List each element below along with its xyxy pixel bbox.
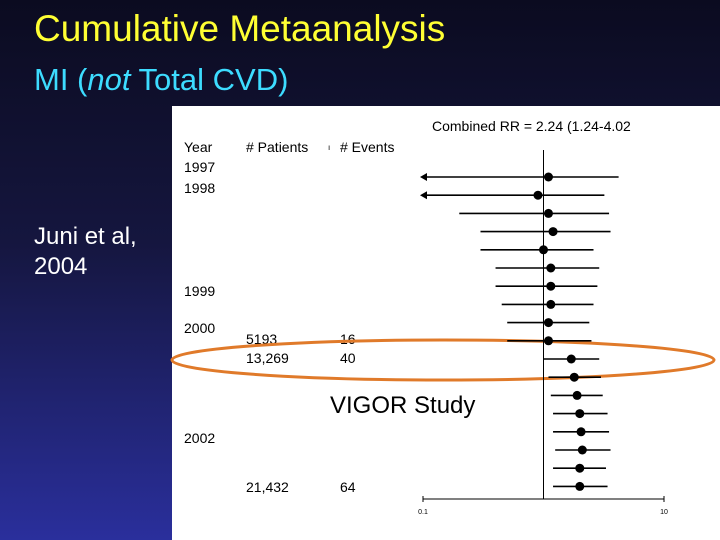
- point-estimate: [543, 336, 553, 346]
- point-estimate: [543, 208, 553, 218]
- point-estimate: [575, 481, 585, 491]
- year-label: 2002: [184, 430, 216, 446]
- patients-value: 5193: [246, 331, 278, 347]
- events-value: 40: [340, 350, 356, 366]
- subtitle-suffix: Total CVD): [130, 62, 289, 97]
- truncation-arrow: [420, 173, 427, 181]
- header-separator: ı: [328, 143, 331, 152]
- x-tick-label: 0.1: [418, 509, 428, 516]
- x-tick-label: 10: [660, 509, 668, 516]
- point-estimate: [575, 409, 585, 419]
- patients-header: # Patients: [246, 139, 309, 155]
- vigor-study-label: VIGOR Study: [330, 392, 476, 419]
- citation-year: 2004: [34, 253, 88, 280]
- truncation-arrow: [420, 191, 427, 200]
- slide-subtitle: MI (not Total CVD): [34, 62, 288, 98]
- year-header: Year: [184, 139, 213, 155]
- point-estimate: [576, 427, 586, 437]
- year-label: 1997: [184, 159, 216, 175]
- point-estimate: [543, 172, 553, 182]
- point-estimate: [546, 281, 556, 291]
- year-label: 1999: [184, 283, 216, 299]
- events-header: # Events: [340, 139, 395, 155]
- point-estimate: [572, 390, 582, 400]
- events-value: 64: [340, 479, 356, 495]
- point-estimate: [566, 354, 576, 364]
- year-label: 1998: [184, 180, 216, 196]
- combined-rr-label: Combined RR = 2.24 (1.24-4.02: [432, 118, 631, 134]
- events-value: 16: [340, 331, 356, 347]
- point-estimate: [533, 190, 543, 200]
- point-estimate: [546, 263, 556, 273]
- subtitle-prefix: MI (: [34, 62, 88, 97]
- point-estimate: [539, 245, 548, 255]
- patients-value: 21,432: [246, 479, 289, 495]
- point-estimate: [548, 227, 558, 237]
- citation-authors: Juni et al,: [34, 223, 137, 250]
- point-estimate: [546, 299, 556, 309]
- vigor-highlight-ellipse: [170, 338, 716, 382]
- point-estimate: [569, 372, 579, 382]
- year-label: 2000: [184, 320, 216, 336]
- patients-value: 13,269: [246, 350, 289, 366]
- point-estimate: [543, 318, 553, 328]
- point-estimate: [575, 463, 585, 473]
- forest-plot-panel: Combined RR = 2.24 (1.24-4.02 Year # Pat…: [172, 106, 720, 540]
- citation-label: Juni et al, 2004: [34, 222, 137, 282]
- point-estimate: [577, 445, 587, 455]
- slide-title: Cumulative Metaanalysis: [34, 8, 446, 49]
- subtitle-emphasis: not: [87, 62, 131, 97]
